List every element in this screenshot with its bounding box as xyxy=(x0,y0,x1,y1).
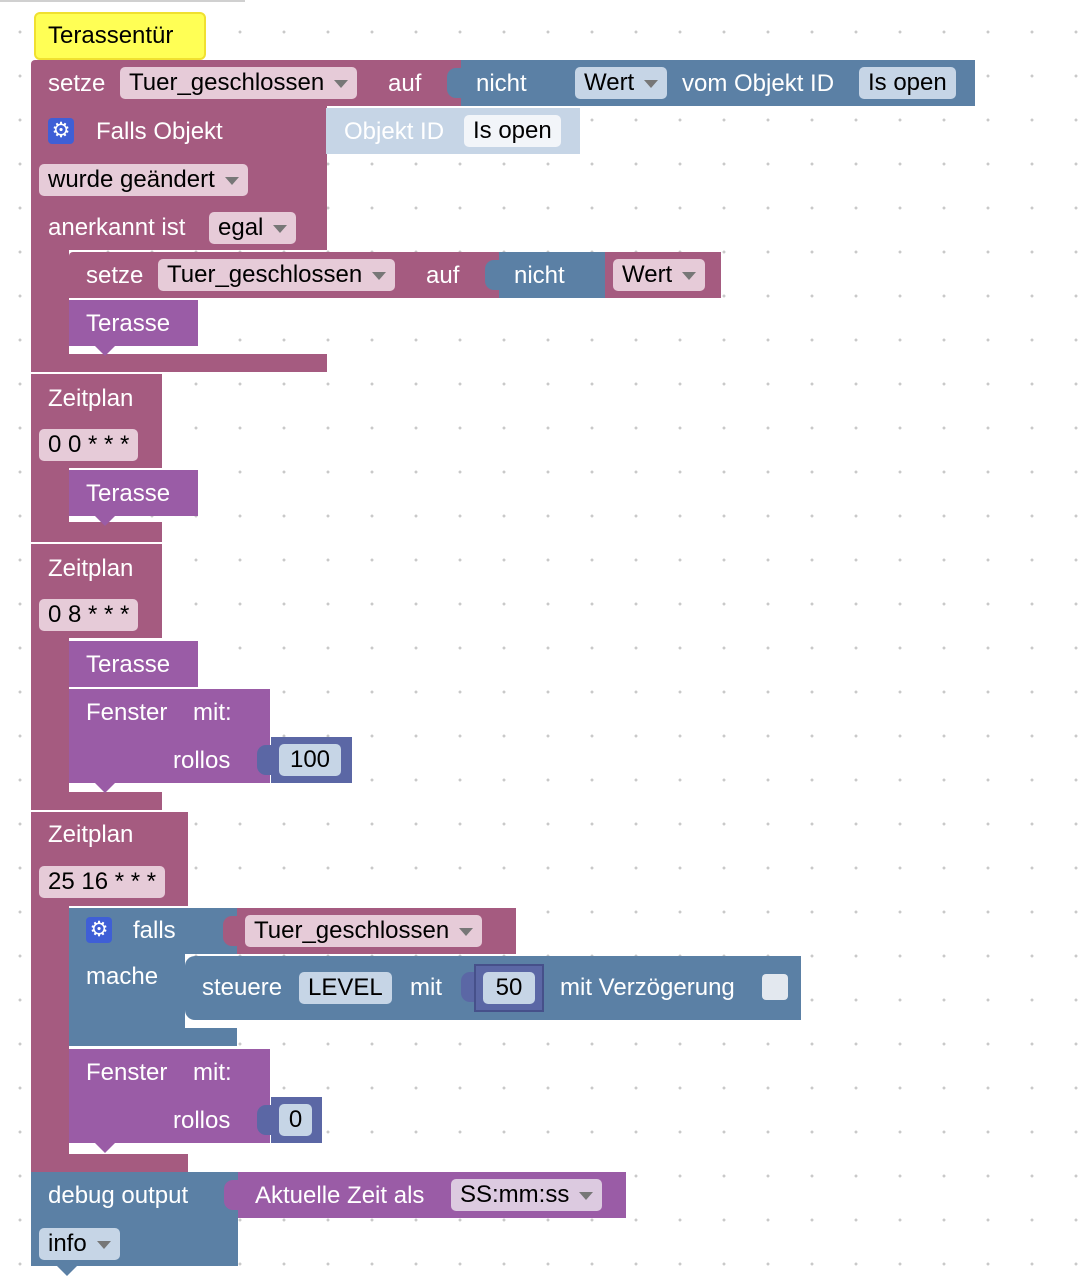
schedule-block-bottom xyxy=(31,792,162,810)
vom-objekt-id-label: vom Objekt ID xyxy=(682,70,835,97)
gear-icon[interactable]: ⚙ xyxy=(86,917,112,943)
input-connector xyxy=(257,1105,271,1135)
function-name: Terasse xyxy=(86,651,171,678)
comment-text: Terassentür xyxy=(48,22,174,49)
setze-label: setze xyxy=(48,70,106,97)
schedule-block-bottom xyxy=(31,1154,188,1172)
schedule-block[interactable]: Zeitplan 0 0 * * * xyxy=(31,374,162,468)
rollos-value[interactable]: 0 xyxy=(279,1104,312,1136)
zeitplan-label: Zeitplan xyxy=(48,555,134,582)
inner-set-variable-block[interactable]: setze Tuer_geschlossen auf xyxy=(69,252,499,298)
get-value-block[interactable]: Wert vom Objekt ID Is open xyxy=(567,60,975,106)
value-dropdown[interactable]: Wert xyxy=(575,67,668,99)
input-connector xyxy=(447,68,461,98)
if-block-bottom xyxy=(69,1028,237,1046)
time-format-dropdown[interactable]: SS:mm:ss xyxy=(451,1179,603,1211)
trigger-block[interactable]: ⚙ Falls Objekt wurde geändert anerkannt … xyxy=(31,106,327,250)
object-id-block[interactable]: Objekt ID Is open xyxy=(326,108,580,154)
falls-label: falls xyxy=(133,917,176,944)
rollos-label: rollos xyxy=(173,1107,231,1134)
schedule-block-bottom xyxy=(31,522,162,542)
object-id-field[interactable]: Is open xyxy=(464,115,561,147)
debug-output-label: debug output xyxy=(48,1182,189,1209)
anerkannt-label: anerkannt ist xyxy=(48,214,186,241)
fenster-label: Fenster xyxy=(86,699,168,726)
block-notch xyxy=(57,1266,77,1276)
falls-objekt-label: Falls Objekt xyxy=(96,118,223,145)
nicht-label: nicht xyxy=(514,262,565,289)
debug-level-dropdown[interactable]: info xyxy=(39,1228,120,1260)
mit-label: mit xyxy=(410,974,442,1001)
schedule-block[interactable]: Zeitplan 0 8 * * * xyxy=(31,544,162,638)
debug-output-block[interactable]: debug output info xyxy=(31,1172,238,1266)
current-time-block[interactable]: Aktuelle Zeit als SS:mm:ss xyxy=(238,1172,626,1218)
object-id-field[interactable]: Is open xyxy=(859,67,956,99)
fenster-call-block[interactable]: Fenster mit: rollos xyxy=(69,1049,270,1143)
schedule-statement-rail xyxy=(31,468,69,524)
aktuelle-zeit-label: Aktuelle Zeit als xyxy=(255,1182,425,1209)
not-block[interactable]: nicht xyxy=(461,60,567,106)
cron-field[interactable]: 0 8 * * * xyxy=(39,599,139,631)
input-connector xyxy=(485,260,499,290)
condition-variable-dropdown[interactable]: Tuer_geschlossen xyxy=(245,915,483,947)
fenster-call-block[interactable]: Fenster mit: rollos xyxy=(69,689,270,783)
input-connector xyxy=(257,745,271,775)
nicht-label: nicht xyxy=(476,70,527,97)
zeitplan-label: Zeitplan xyxy=(48,385,134,412)
input-connector xyxy=(223,916,237,946)
anerkannt-dropdown[interactable]: egal xyxy=(209,212,297,244)
if-block[interactable]: ⚙ falls xyxy=(69,908,237,954)
not-block[interactable]: nicht xyxy=(499,252,605,298)
level-value[interactable]: 50 xyxy=(483,972,535,1004)
block-notch xyxy=(95,346,115,356)
cron-field[interactable]: 25 16 * * * xyxy=(39,866,166,898)
gear-icon[interactable]: ⚙ xyxy=(48,118,74,144)
function-call-block[interactable]: Terasse xyxy=(69,641,198,687)
cron-field[interactable]: 0 0 * * * xyxy=(39,429,139,461)
schedule-block[interactable]: Zeitplan 25 16 * * * xyxy=(31,812,188,906)
variable-dropdown[interactable]: Tuer_geschlossen xyxy=(158,259,396,291)
mit-verzoegerung-label: mit Verzögerung xyxy=(560,974,735,1001)
zeitplan-label: Zeitplan xyxy=(48,821,134,848)
fenster-label: Fenster xyxy=(86,1059,168,1086)
input-connector xyxy=(461,972,475,1002)
auf-label: auf xyxy=(426,262,460,289)
variable-get-block[interactable]: Tuer_geschlossen xyxy=(237,908,516,954)
mit-label: mit: xyxy=(193,1059,232,1086)
setze-label: setze xyxy=(86,262,144,289)
condition-dropdown[interactable]: wurde geändert xyxy=(39,164,248,196)
rollos-value[interactable]: 100 xyxy=(279,744,341,776)
block-notch xyxy=(95,1143,115,1153)
variable-get-block[interactable]: Wert xyxy=(605,252,721,298)
function-name: Terasse xyxy=(86,310,171,337)
function-call-block[interactable]: Terasse xyxy=(69,300,198,346)
mit-label: mit: xyxy=(193,699,232,726)
steuere-label: steuere xyxy=(202,974,283,1001)
number-block[interactable]: 100 xyxy=(271,737,352,783)
block-notch xyxy=(95,783,115,793)
input-connector xyxy=(224,1180,238,1210)
trigger-block-bottom xyxy=(31,354,327,372)
comment-bubble[interactable]: Terassentür xyxy=(34,12,206,60)
function-call-block[interactable]: Terasse xyxy=(69,470,198,516)
variable-dropdown[interactable]: Wert xyxy=(613,259,706,291)
top-border xyxy=(0,0,245,2)
variable-dropdown[interactable]: Tuer_geschlossen xyxy=(120,67,358,99)
trigger-statement-rail xyxy=(31,250,69,356)
set-variable-block[interactable]: setze Tuer_geschlossen auf xyxy=(31,60,461,106)
number-block[interactable]: 50 xyxy=(474,964,544,1012)
function-name: Terasse xyxy=(86,480,171,507)
schedule-statement-rail xyxy=(31,906,69,1156)
number-block[interactable]: 0 xyxy=(271,1097,322,1143)
objekt-id-label: Objekt ID xyxy=(344,118,445,145)
auf-label: auf xyxy=(388,70,422,97)
level-field[interactable]: LEVEL xyxy=(299,972,392,1004)
schedule-statement-rail xyxy=(31,638,69,794)
rollos-label: rollos xyxy=(173,747,231,774)
block-notch xyxy=(95,516,115,526)
if-block-rail: mache xyxy=(69,954,185,1030)
delay-checkbox[interactable] xyxy=(762,974,788,1000)
mache-label: mache xyxy=(86,963,159,990)
